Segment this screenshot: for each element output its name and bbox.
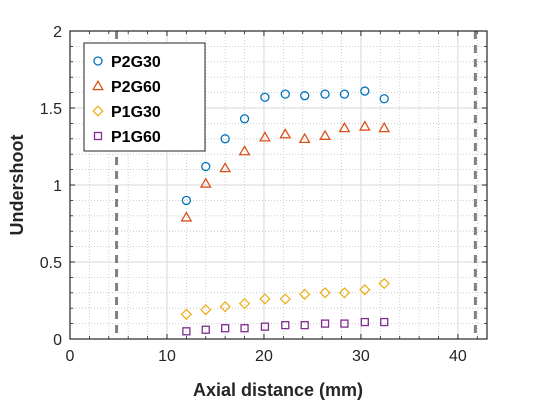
data-point (260, 92, 270, 102)
data-point (260, 322, 270, 331)
data-point (201, 161, 211, 172)
data-point (180, 211, 193, 222)
y-tick-label: 1.5 (40, 101, 62, 118)
y-tick-label: 0.5 (40, 255, 62, 272)
series-p1g30 (180, 277, 390, 321)
data-point (319, 129, 331, 140)
data-point (380, 317, 389, 327)
legend-label: P1G30 (111, 104, 161, 121)
x-axis-label: Axial distance (mm) (193, 380, 363, 400)
data-point (359, 284, 371, 296)
data-point (201, 325, 210, 334)
data-point (238, 297, 251, 310)
axis-ticks (69, 30, 487, 340)
data-point (298, 288, 311, 301)
data-point (319, 287, 331, 299)
data-point (378, 277, 390, 290)
data-point (219, 300, 231, 313)
data-point (340, 319, 349, 328)
tick-labels: 0 10 20 30 40 0 0.5 1 1.5 2 (40, 24, 467, 365)
legend-label: P2G30 (111, 54, 161, 71)
x-tick-label: 40 (449, 348, 467, 365)
legend-marker (93, 131, 103, 141)
data-point (298, 132, 311, 144)
y-tick-label: 2 (53, 24, 62, 41)
data-point (239, 114, 250, 124)
data-point (259, 293, 271, 305)
series-p2g30 (181, 86, 389, 206)
y-tick-label: 0 (53, 332, 62, 349)
data-point (338, 287, 351, 299)
y-axis-label: Undershoot (7, 134, 27, 235)
series-p2g60 (180, 120, 391, 222)
data-point (221, 324, 230, 333)
x-tick-label: 20 (255, 348, 273, 365)
y-tick-label: 1 (53, 178, 62, 195)
data-point (339, 89, 350, 99)
x-tick-label: 30 (352, 348, 370, 365)
data-point (300, 320, 309, 330)
legend-box (83, 42, 206, 152)
data-point (200, 304, 212, 316)
x-tick-label: 0 (66, 348, 75, 365)
data-point (279, 128, 292, 139)
legend-label: P1G60 (111, 129, 161, 146)
data-point (199, 177, 212, 188)
data-point (379, 94, 389, 104)
data-point (320, 89, 330, 99)
data-point (238, 145, 251, 156)
data-point (378, 121, 391, 133)
legend-label: P2G60 (111, 79, 161, 96)
data-point (279, 293, 292, 305)
data-point (300, 91, 310, 101)
data-series (180, 86, 391, 336)
data-point (280, 89, 290, 99)
legend-marker (92, 105, 104, 117)
data-point (358, 120, 371, 131)
data-point (259, 131, 271, 142)
data-point (360, 86, 370, 96)
data-point (338, 121, 351, 133)
legend-marker (93, 56, 103, 66)
legend-marker (92, 79, 104, 91)
series-p1g60 (182, 317, 389, 336)
data-point (219, 161, 232, 173)
data-point (320, 319, 330, 328)
data-point (181, 195, 192, 206)
data-point (182, 327, 191, 336)
reference-lines (115, 31, 477, 339)
x-tick-label: 10 (158, 348, 176, 365)
data-point (240, 324, 249, 333)
data-point (360, 317, 369, 327)
data-point (180, 308, 193, 321)
data-point (220, 134, 230, 144)
legend: P2G30 P2G60 P1G30 P1G60 (83, 42, 206, 152)
data-point (281, 320, 290, 330)
